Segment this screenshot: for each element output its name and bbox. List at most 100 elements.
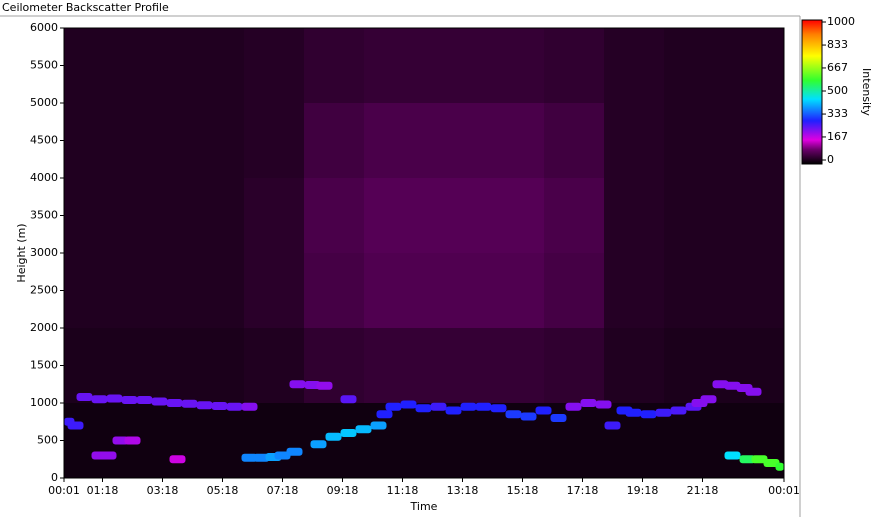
heatmap-cell [484,28,544,103]
backscatter-layer [475,402,492,411]
heatmap-cell [184,328,244,403]
colorbar [801,19,823,165]
heatmap-cell [364,103,424,178]
heatmap-cell [604,178,664,253]
x-tick-label: 01:18 [87,484,119,497]
backscatter-layer [151,397,168,406]
heatmap-cell [424,403,484,478]
heatmap-cell [604,253,664,328]
heatmap-cell [724,28,784,103]
y-tick-label: 2500 [30,284,58,297]
backscatter-layer [745,387,762,396]
backscatter-layer [289,380,306,389]
y-tick-label: 0 [51,471,58,484]
heatmap-cell [664,178,724,253]
heatmap-cell [364,178,424,253]
y-tick-label: 5000 [30,96,58,109]
backscatter-layer [520,412,537,421]
heatmap-cell [64,28,124,103]
x-tick-label: 17:18 [567,484,599,497]
backscatter-layer [751,455,768,464]
backscatter-layer [340,429,357,437]
backscatter-layer [739,455,756,464]
heatmap-cell [664,253,724,328]
backscatter-layer [430,402,447,411]
heatmap-cell [724,103,784,178]
heatmap-cell [544,28,604,103]
backscatter-layer [775,462,784,471]
backscatter-layer [121,396,138,404]
backscatter-layer [67,421,84,430]
x-tick-label: 03:18 [147,484,179,497]
heatmap-cell [304,328,364,403]
y-tick-label: 4500 [30,134,58,147]
backscatter-layer [304,381,321,389]
heatmap-cell [544,253,604,328]
backscatter-layer [604,421,621,430]
heatmap-cell [364,253,424,328]
heatmap-cell [244,403,304,478]
backscatter-layer [340,395,357,404]
x-tick-label: 15:18 [507,484,539,497]
heatmap-cell [244,253,304,328]
heatmap-cell [484,253,544,328]
x-tick-label: 13:18 [447,484,479,497]
backscatter-layer [535,406,552,415]
y-tick-label: 2000 [30,321,58,334]
backscatter-layer [640,410,657,419]
x-tick-label: 05:18 [207,484,239,497]
backscatter-layer [181,399,198,408]
y-tick-label: 6000 [30,21,58,34]
heatmap-cell [184,103,244,178]
heatmap-cell [184,178,244,253]
backscatter-layer [196,401,213,410]
heatmap-cell [604,28,664,103]
backscatter-layer [445,406,462,415]
heatmap-cell [724,178,784,253]
heatmap-cell [664,403,724,478]
backscatter-layer [310,440,327,449]
heatmap-cell [124,103,184,178]
backscatter-layer [241,402,258,411]
chart-title: Ceilometer Backscatter Profile [2,1,169,14]
backscatter-layer [253,453,270,462]
heatmap-cell [244,178,304,253]
backscatter-layer [274,451,291,460]
backscatter-layer [211,402,228,410]
backscatter-layer [595,400,612,409]
backscatter-layer [376,410,393,419]
x-tick-label: 00:01 [48,484,80,497]
heatmap-cell [544,328,604,403]
colorbar-tick-label: 667 [827,61,848,74]
heatmap-cell [64,178,124,253]
heatmap-cell [184,28,244,103]
heatmap-cell [64,253,124,328]
backscatter-layer [241,453,258,462]
y-tick-label: 1000 [30,396,58,409]
backscatter-layer [505,410,522,419]
y-tick-label: 3000 [30,246,58,259]
heatmap-cell [304,253,364,328]
backscatter-layer [370,421,387,430]
backscatter-layer [625,408,642,417]
heatmap-cell [364,328,424,403]
heatmap-cell [244,103,304,178]
backscatter-layer [100,451,117,460]
backscatter-layer [550,414,567,422]
backscatter-layer [91,395,108,404]
backscatter-layer [355,425,372,434]
heatmap-cell [304,103,364,178]
backscatter-layer [565,402,582,411]
backscatter-layer [286,447,303,456]
x-tick-label: 11:18 [387,484,419,497]
colorbar-tick-label: 0 [827,153,834,166]
backscatter-layer [316,381,333,390]
backscatter-layer [124,436,141,445]
heatmap-cell [64,328,124,403]
heatmap-cell [484,178,544,253]
heatmap-cell [304,178,364,253]
heatmap-cell [544,103,604,178]
colorbar-tick-label: 167 [827,130,848,143]
backscatter-layer [325,432,342,441]
